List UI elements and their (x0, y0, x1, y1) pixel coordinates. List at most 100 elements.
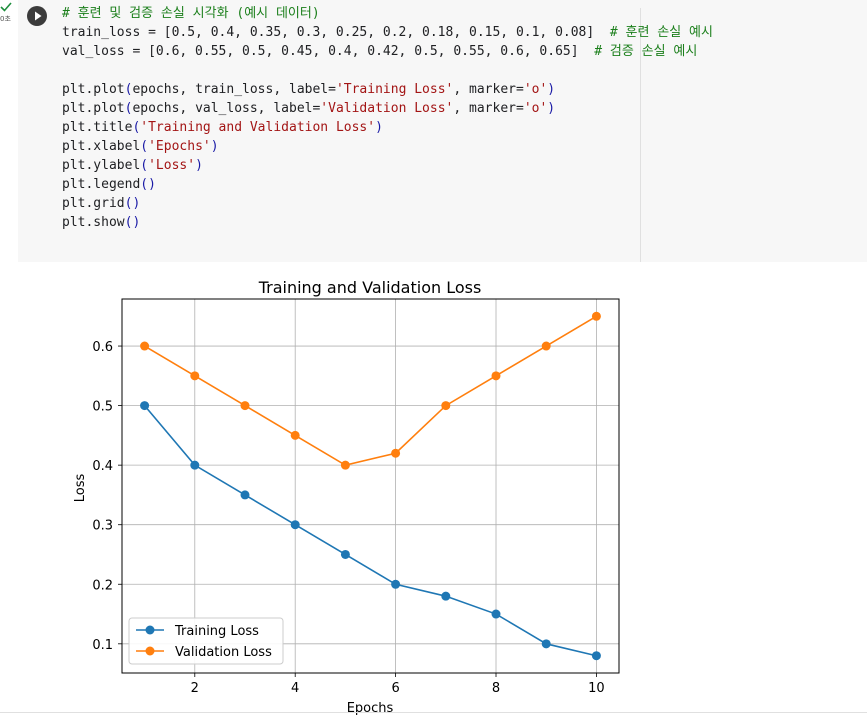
code-token: ( (132, 120, 141, 135)
data-point (340, 460, 350, 470)
x-axis-label: Epochs (347, 701, 394, 716)
data-point (491, 371, 501, 381)
code-token: ( (140, 158, 149, 173)
data-point (541, 639, 551, 649)
code-token: plt.xlabel (62, 139, 141, 154)
legend-box (128, 617, 284, 665)
code-token: val_loss = [0.6, 0.55, 0.5, 0.45, 0.4, 0… (62, 44, 595, 59)
data-point (240, 490, 250, 500)
y-tick-label: 0.2 (92, 578, 113, 593)
code-token: plt.legend (62, 177, 141, 192)
data-point (190, 460, 200, 470)
code-token: # 훈련 및 검증 손실 시각화 (예시 데이터) (62, 6, 320, 21)
code-token: 'o' (523, 82, 548, 97)
bottom-divider (0, 712, 867, 713)
code-token: ) (375, 120, 383, 135)
code-token: ( (140, 139, 149, 154)
x-tick-label: 4 (291, 681, 299, 696)
code-token: ) (547, 101, 556, 116)
code-token: 'Loss' (148, 158, 196, 173)
series-line-training-loss (143, 405, 597, 657)
code-line: plt.xlabel('Epochs') (62, 139, 219, 154)
code-token: epochs, val_loss, label= (132, 101, 321, 116)
code-line: plt.grid() (62, 196, 140, 211)
chart-title: Training and Validation Loss (258, 278, 482, 297)
code-token: ) (210, 139, 219, 154)
code-token: plt.show (62, 215, 125, 230)
chart-legend: Training Loss Validation Loss (128, 617, 284, 665)
code-token: plt.plot (62, 82, 125, 97)
code-token: plt.grid (62, 196, 125, 211)
data-point (240, 401, 250, 411)
code-cell[interactable] (18, 0, 867, 262)
y-tick-label: 0.4 (92, 459, 113, 474)
y-tick-label: 0.3 (92, 519, 113, 534)
data-point (541, 341, 551, 351)
data-point (140, 341, 150, 351)
y-tick-label: 0.5 (92, 400, 113, 415)
code-line: # 훈련 및 검증 손실 시각화 (예시 데이터) (62, 6, 320, 21)
code-line: plt.show() (62, 215, 140, 230)
check-icon (0, 2, 12, 12)
code-token: ) (547, 82, 556, 97)
code-token: train_loss = [0.5, 0.4, 0.35, 0.3, 0.25,… (62, 25, 610, 40)
code-token: , marker= (453, 101, 524, 116)
data-point (290, 520, 300, 530)
code-line: val_loss = [0.6, 0.55, 0.5, 0.45, 0.4, 0… (62, 44, 697, 59)
cell-gutter: 0초 (0, 0, 18, 262)
legend-label: Training Loss (174, 624, 259, 639)
data-point (441, 591, 451, 601)
code-token: ) (195, 158, 203, 173)
data-point (190, 371, 200, 381)
code-token: plt.title (62, 120, 133, 135)
code-token: 'o' (523, 101, 548, 116)
y-tick-label: 0.1 (92, 638, 113, 653)
code-token: 'Training and Validation Loss' (140, 120, 376, 135)
code-token: plt.plot (62, 101, 125, 116)
series-line-validation-loss (144, 315, 597, 467)
run-cell-button[interactable] (27, 6, 47, 26)
data-point (591, 311, 601, 321)
code-token: , marker= (453, 82, 524, 97)
code-token: ( (124, 101, 133, 116)
code-editor[interactable]: # 훈련 및 검증 손실 시각화 (예시 데이터) train_loss = [… (62, 4, 713, 232)
y-tick-label: 0.6 (92, 340, 113, 355)
code-token: # 검증 손실 예시 (594, 44, 698, 59)
data-point (441, 401, 451, 411)
data-point (391, 448, 401, 458)
code-token: () (140, 177, 156, 192)
code-token: ( (124, 82, 133, 97)
code-line: plt.legend() (62, 177, 156, 192)
loss-chart: 2 4 6 8 10 0.1 0.2 0.3 0.4 0.5 0.6 Training and V… (0, 262, 867, 718)
code-token: () (124, 215, 141, 230)
code-token: 'Training Loss' (335, 82, 454, 97)
x-tick-label: 6 (391, 681, 399, 696)
code-line: plt.plot(epochs, val_loss, label='Valida… (62, 101, 555, 116)
data-point (340, 549, 350, 559)
code-token: 'Epochs' (148, 139, 211, 154)
y-axis-label: Loss (73, 474, 88, 503)
x-tick-label: 2 (191, 681, 199, 696)
cell-divider (640, 8, 641, 262)
data-point (491, 609, 501, 619)
data-point (391, 579, 401, 589)
data-point (290, 430, 300, 440)
code-token: # 훈련 손실 예시 (609, 25, 713, 40)
axes-frame (121, 298, 620, 674)
legend-marker (145, 646, 155, 656)
code-line: train_loss = [0.5, 0.4, 0.35, 0.3, 0.25,… (62, 25, 713, 40)
code-line: plt.ylabel('Loss') (62, 158, 203, 173)
data-point (591, 651, 601, 661)
code-line: plt.title('Training and Validation Loss'… (62, 120, 383, 135)
legend-marker (145, 625, 155, 635)
legend-label: Validation Loss (175, 645, 272, 660)
code-token: plt.ylabel (62, 158, 141, 173)
play-circle-icon (35, 11, 42, 21)
x-tick-label: 10 (588, 681, 605, 696)
data-point (140, 401, 150, 411)
code-line: plt.plot(epochs, train_loss, label='Trai… (62, 82, 555, 97)
execution-time: 0초 (0, 15, 11, 23)
code-token: 'Validation Loss' (320, 101, 454, 116)
code-token: epochs, train_loss, label= (132, 82, 336, 97)
x-tick-label: 8 (492, 681, 500, 696)
